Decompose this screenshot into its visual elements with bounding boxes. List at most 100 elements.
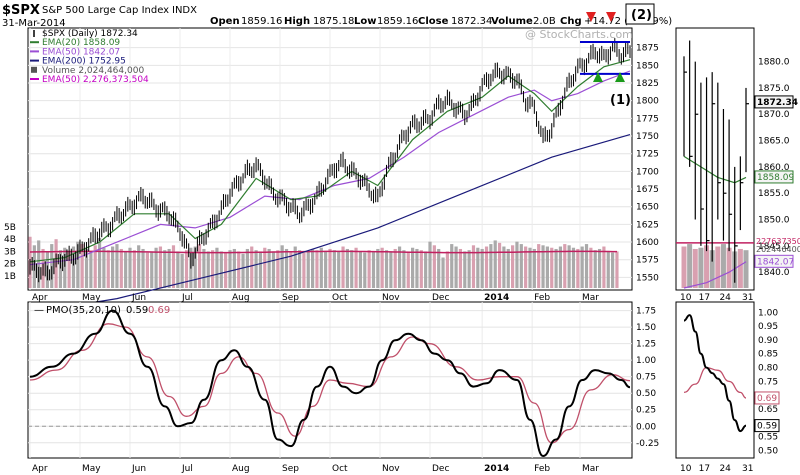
volume-bar	[602, 246, 606, 288]
volume-bar	[580, 246, 584, 288]
index-name: S&P 500 Large Cap Index	[42, 5, 169, 16]
volume-bar	[497, 242, 502, 288]
volume-bar	[376, 248, 380, 288]
down-arrow-icon	[606, 12, 616, 22]
zoom-price-tick: 1855.0	[758, 189, 790, 199]
zoom-volume-bar	[709, 250, 715, 288]
zoom-volume-bar	[737, 248, 743, 288]
watermark: @ StockCharts.com	[525, 28, 633, 41]
pmo-x-label: May	[82, 464, 101, 474]
volume-bar	[511, 245, 515, 288]
volume-bar	[297, 250, 302, 288]
pmo-line	[29, 309, 631, 458]
chart-date: 31-Mar-2014	[2, 18, 66, 29]
volume-bar	[406, 251, 410, 288]
volume-bar	[184, 250, 189, 288]
volume-bar	[389, 251, 393, 288]
volume-bar	[63, 247, 67, 288]
zoom-pmo-line	[683, 314, 747, 433]
volume-bar	[115, 244, 119, 288]
pmo-x-label: Aug	[232, 464, 250, 474]
pmo-legend-value: 0.59	[126, 305, 148, 316]
zoom-ema50-line	[683, 261, 747, 289]
volume-tick-label: 2B	[4, 260, 16, 270]
zoom-price-tick: 1845.0	[758, 242, 790, 252]
label-1: (1)	[610, 93, 631, 108]
legend-swatch	[31, 66, 37, 73]
pmo-zoom-y-axis: 0.500.550.600.650.700.750.800.850.900.95…	[754, 308, 780, 456]
volume-bar	[237, 251, 241, 288]
zoom-volume-bar	[704, 245, 710, 288]
volume-bar	[171, 245, 176, 288]
zoom-volume-tag: 2024464000	[756, 245, 800, 254]
pmo-tick-label: -0.25	[636, 439, 659, 449]
volume-bar	[428, 241, 432, 288]
zoom-volume-bar	[715, 246, 721, 288]
zoom-value-tag	[754, 254, 794, 268]
pmo-zoom-panel	[675, 301, 755, 459]
zoom-pmo-tick: 0.95	[758, 322, 778, 332]
volume-bar	[106, 250, 110, 288]
volume-bar	[158, 246, 163, 288]
pmo-tick-label: 1.50	[636, 323, 656, 333]
price-tick-label: 1600	[636, 238, 659, 248]
zoom-pmo-tick: 0.80	[758, 364, 778, 374]
low-label: Low	[354, 16, 376, 27]
zoom-price-tick: 1840.0	[758, 268, 790, 278]
zoom-pmo-tick: 0.90	[758, 336, 778, 346]
pmo-signal-line	[29, 323, 631, 444]
volume-bar	[397, 246, 402, 288]
zoom-volume-bar	[743, 250, 749, 288]
zoom-pmo-x-label: 24	[719, 464, 731, 474]
volume-bar	[371, 251, 376, 288]
up-arrow-icon	[593, 72, 603, 82]
zoom-price-tick: 1860.0	[758, 163, 790, 173]
volume-bar	[254, 250, 258, 288]
price-x-label: Feb	[534, 293, 550, 303]
pmo-x-label: Jul	[181, 464, 193, 474]
volume-bar	[345, 248, 349, 288]
zoom-pmo-value-tag	[754, 391, 780, 405]
price-tick-label: 1775	[636, 114, 659, 124]
volume-bar	[419, 250, 423, 288]
price-x-label: Oct	[332, 293, 348, 303]
volume-bar	[558, 246, 563, 288]
volume-bar	[606, 251, 610, 288]
volume-bar	[380, 247, 384, 288]
pmo-zoom-content	[683, 314, 747, 433]
volume-label: Volume	[491, 16, 533, 27]
volume-bar	[450, 244, 454, 288]
volume-bar	[176, 251, 180, 288]
volume-bar	[480, 248, 484, 288]
zoom-pmo-tick: 1.00	[758, 308, 778, 318]
price-tick-label: 1725	[636, 150, 659, 160]
price-zoom-x-axis: 10 17 24 31	[680, 293, 753, 303]
low-value: 1859.16	[377, 16, 418, 27]
zoom-value-tag-text: 1872.34	[757, 98, 798, 108]
volume-bar	[528, 247, 532, 288]
close-label: Close	[418, 16, 449, 27]
volume-bar	[441, 257, 445, 288]
zoom-price-tick: 1875.0	[758, 84, 790, 94]
volume-bar	[111, 246, 115, 288]
zoom-value-tag-text: 1842.07	[757, 257, 794, 267]
volume-bar	[471, 245, 476, 288]
volume-bar	[476, 247, 480, 288]
volume-bar	[524, 246, 528, 288]
price-tick-label: 1825	[636, 79, 659, 89]
open-value: 1859.16	[241, 16, 282, 27]
pmo-tick-label: 0.25	[636, 406, 656, 416]
volume-bar	[232, 248, 236, 288]
volume-bar	[367, 250, 371, 288]
zoom-pmo-value-tag	[754, 419, 780, 433]
zoom-price-tick: 1865.0	[758, 137, 790, 147]
volume-bar	[289, 251, 293, 288]
volume-bar	[263, 247, 267, 288]
volume-value: 2.0B	[533, 16, 556, 27]
volume-bars	[28, 236, 619, 288]
volume-bar	[319, 247, 323, 288]
zoom-volume-tag: 2276373504	[756, 237, 800, 246]
volume-bar	[467, 250, 471, 288]
volume-bar	[550, 247, 554, 288]
